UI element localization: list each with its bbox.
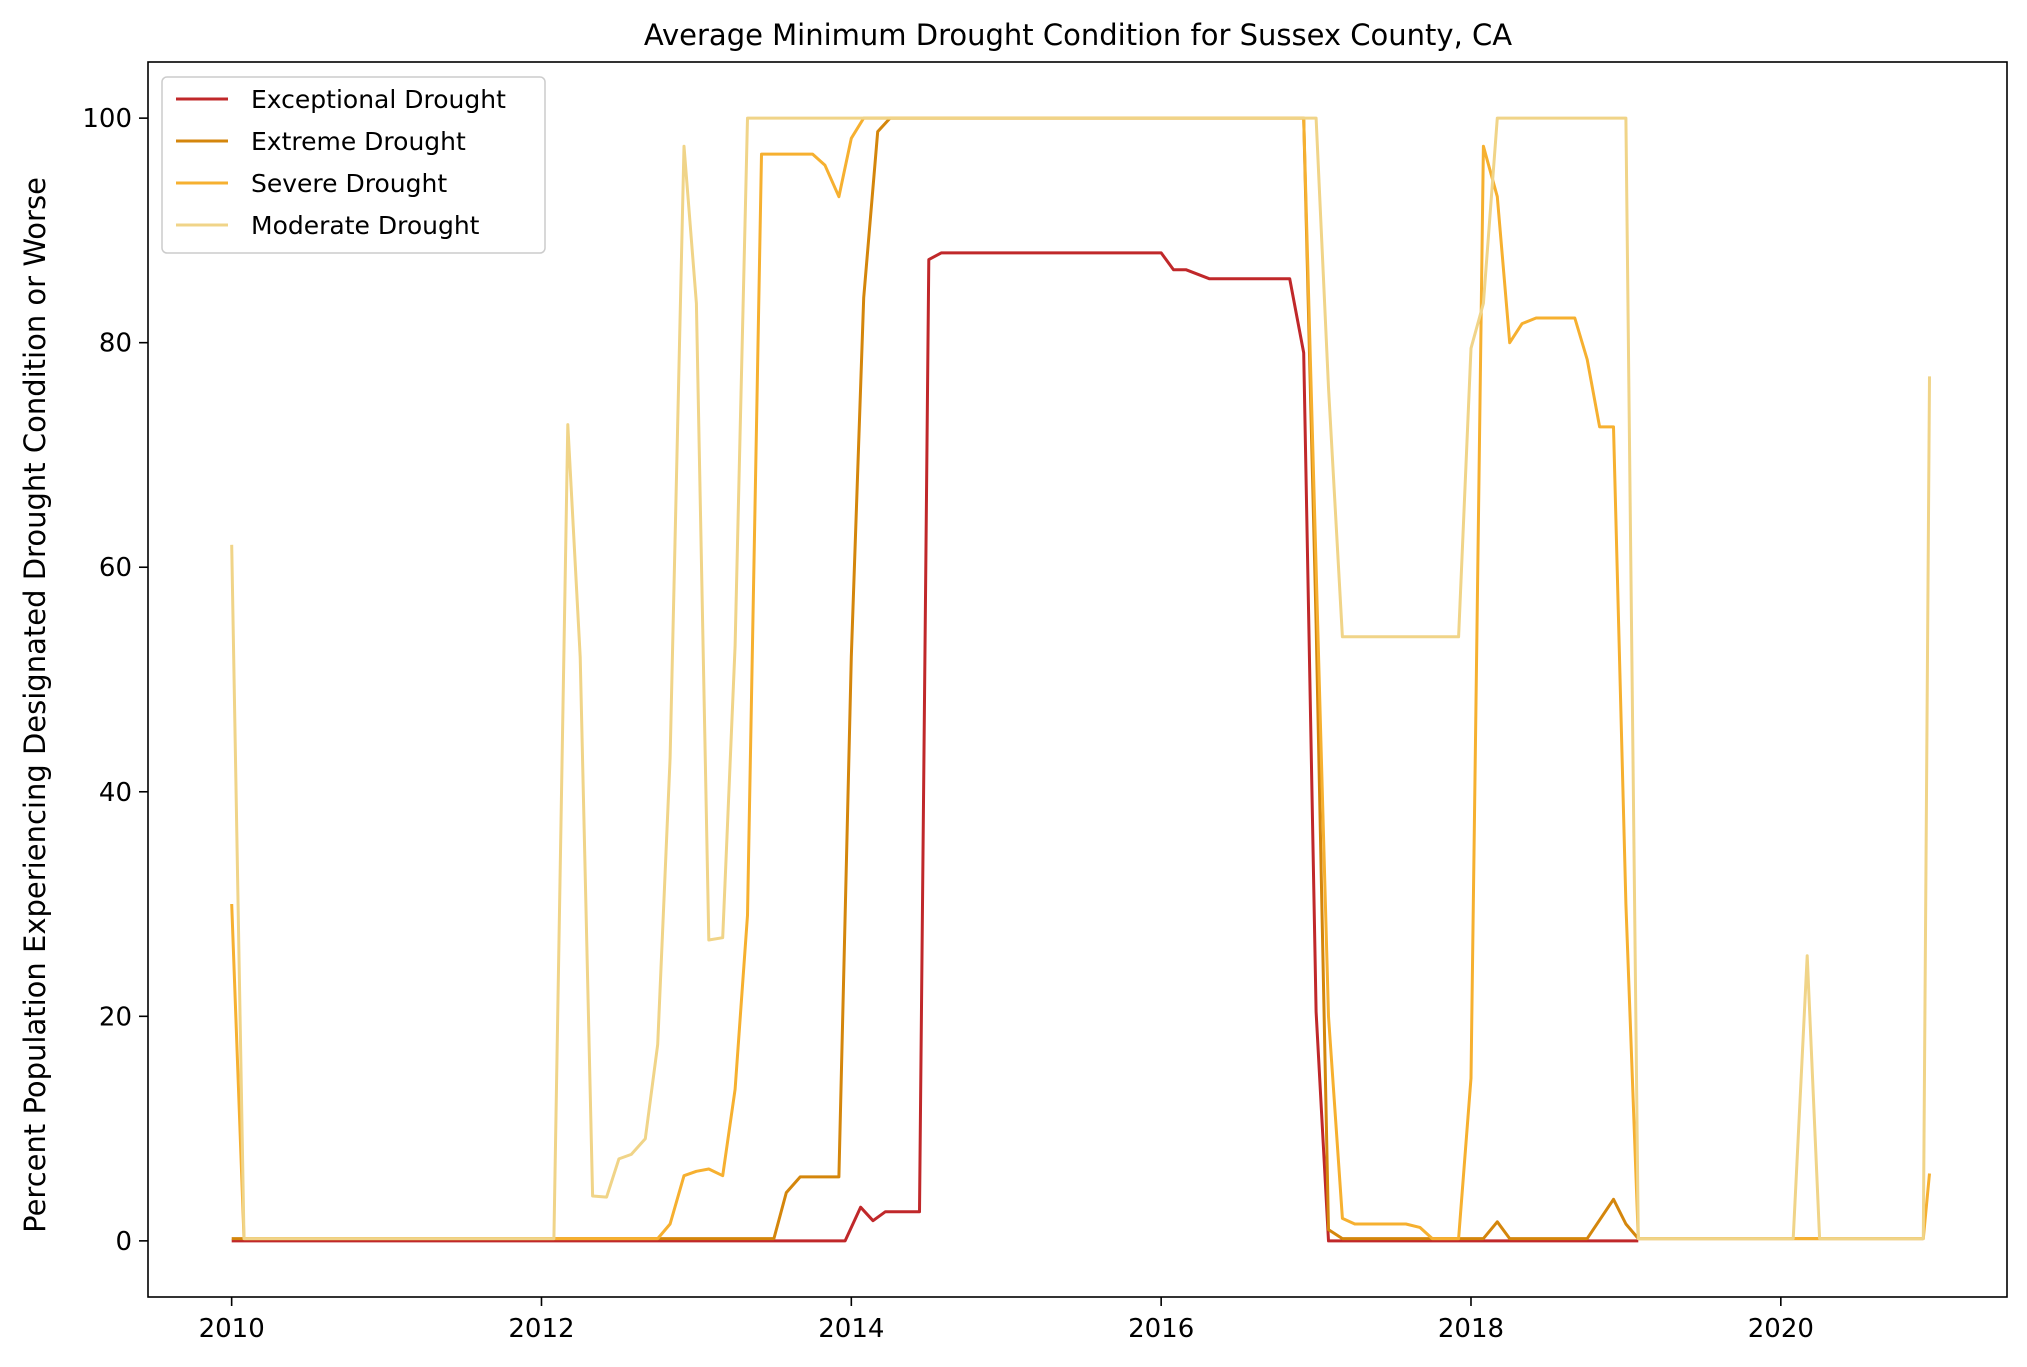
x-tick-label: 2012 — [508, 1314, 574, 1344]
x-tick-label: 2016 — [1128, 1314, 1194, 1344]
legend-label: Exceptional Drought — [251, 85, 506, 114]
y-tick-label: 60 — [99, 553, 132, 583]
legend-label: Extreme Drought — [251, 127, 466, 156]
plot-area: 2010 2012 2014 2016 2018 2020 0 20 40 60 80 100 — [82, 61, 2008, 1344]
x-tick-label: 2014 — [818, 1314, 884, 1344]
y-tick-label: 100 — [82, 104, 132, 134]
series-line-extreme-drought — [231, 116, 1924, 1241]
y-axis-label: Percent Population Experiencing Designat… — [18, 177, 52, 1233]
series-line-moderate-drought — [230, 116, 1931, 1241]
series-line-severe-drought — [230, 116, 1931, 1241]
legend-label: Severe Drought — [251, 169, 447, 198]
legend-label: Moderate Drought — [251, 211, 480, 240]
y-tick-label: 80 — [99, 329, 132, 359]
series-line-exceptional-drought — [231, 251, 1639, 1243]
legend: Exceptional Drought Extreme Drought Severe… — [161, 76, 546, 254]
x-tick-label: 2010 — [199, 1314, 265, 1344]
y-tick-label: 40 — [99, 778, 132, 808]
axes-frame — [147, 61, 2008, 1298]
chart-title: Average Minimum Drought Condition for Su… — [644, 18, 1512, 52]
x-tick-label: 2020 — [1748, 1314, 1814, 1344]
legend-box — [161, 76, 546, 254]
y-tick-label: 0 — [115, 1227, 132, 1257]
x-tick-label: 2018 — [1438, 1314, 1504, 1344]
y-tick-label: 20 — [99, 1002, 132, 1032]
